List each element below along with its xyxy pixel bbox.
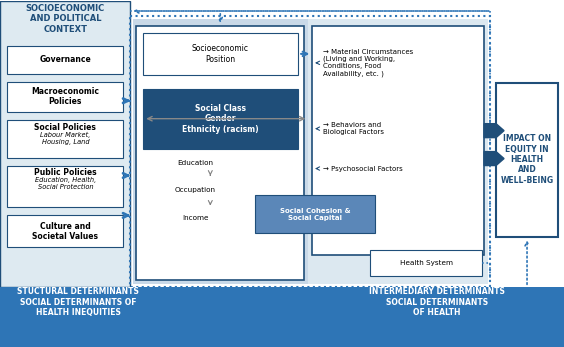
Bar [7, 120, 124, 158]
Text: → Behaviors and
Biological Factors: → Behaviors and Biological Factors [323, 122, 384, 135]
Text: → Psychosocial Factors: → Psychosocial Factors [323, 166, 403, 171]
Bar [255, 195, 375, 233]
Text: Culture and
Societal Values: Culture and Societal Values [33, 222, 99, 241]
Text: Labour Market,
Housing, Land: Labour Market, Housing, Land [40, 132, 91, 145]
Bar [7, 82, 124, 112]
Text: Public Policies: Public Policies [34, 168, 97, 177]
Text: Macroeconomic
Policies: Macroeconomic Policies [32, 87, 99, 107]
Bar [130, 16, 490, 287]
Bar [7, 215, 124, 247]
Text: Social Policies: Social Policies [34, 123, 96, 132]
Bar [1, 1, 130, 287]
Text: → Material Circumstances
(Living and Working,
Conditions, Food
Availability, etc: → Material Circumstances (Living and Wor… [323, 49, 413, 77]
Text: Governance: Governance [39, 56, 91, 64]
Text: STUCTURAL DETERMINANTS
SOCIAL DETERMINANTS OF
HEALTH INEQUITIES: STUCTURAL DETERMINANTS SOCIAL DETERMINAN… [17, 287, 139, 317]
Text: Socioeconomic
Position: Socioeconomic Position [192, 44, 249, 64]
Bar [7, 46, 124, 74]
Bar [370, 250, 482, 276]
Text: Social Class
Gender
Ethnicity (racism): Social Class Gender Ethnicity (racism) [182, 104, 259, 134]
Text: Occupation: Occupation [175, 187, 216, 194]
Text: SOCIOECONOMIC
AND POLITICAL
CONTEXT: SOCIOECONOMIC AND POLITICAL CONTEXT [26, 4, 105, 34]
Text: Education: Education [177, 160, 213, 166]
Text: Social Cohesion &
Social Capital: Social Cohesion & Social Capital [280, 208, 351, 221]
Text: IMPACT ON
EQUITY IN
HEALTH
AND
WELL-BEING: IMPACT ON EQUITY IN HEALTH AND WELL-BEIN… [500, 134, 554, 185]
Bar [143, 89, 298, 149]
Bar [136, 26, 304, 280]
Bar [133, 19, 308, 284]
Bar [310, 287, 564, 347]
FancyArrow shape [484, 124, 504, 138]
FancyArrow shape [484, 152, 504, 166]
Bar [308, 19, 488, 284]
Text: Education, Health,
Social Protection: Education, Health, Social Protection [35, 177, 96, 190]
Text: Health System: Health System [400, 260, 453, 266]
Bar [1, 287, 310, 347]
Bar [312, 26, 484, 255]
Text: Income: Income [182, 215, 209, 221]
Bar [7, 166, 124, 208]
Bar [496, 83, 558, 237]
Bar [143, 33, 298, 75]
Text: INTERMEDIARY DETERMINANTS
SOCIAL DETERMINANTS
OF HEALTH: INTERMEDIARY DETERMINANTS SOCIAL DETERMI… [369, 287, 505, 317]
